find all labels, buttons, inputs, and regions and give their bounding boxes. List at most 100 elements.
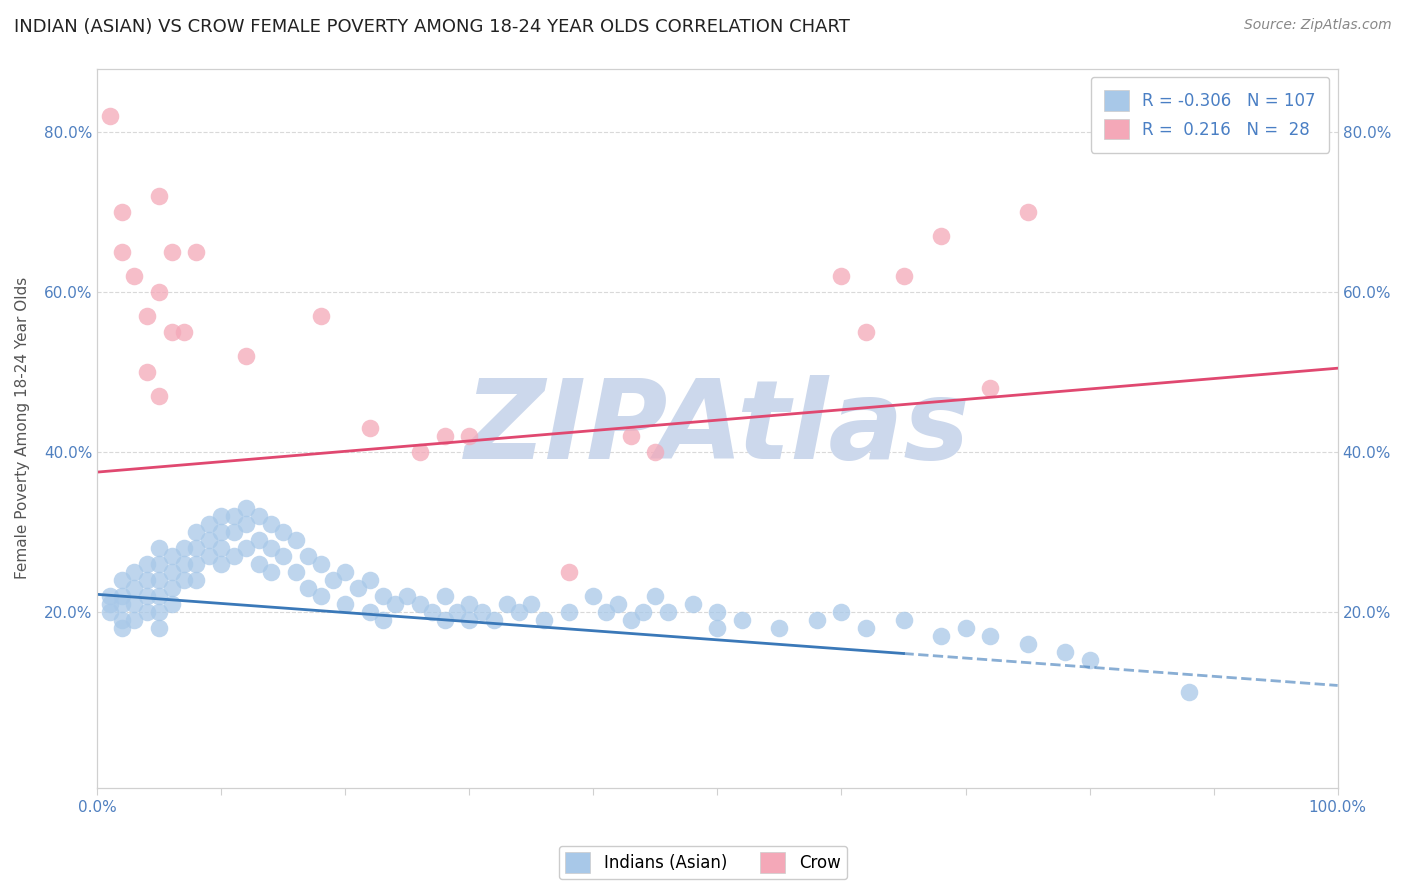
Point (396, 589, 419, 603)
Point (160, 325, 183, 339)
Point (706, 605, 728, 619)
Point (247, 557, 270, 571)
Point (384, 597, 406, 611)
Point (222, 509, 245, 524)
Point (644, 589, 666, 603)
Point (111, 573, 134, 587)
Point (198, 533, 221, 547)
Point (198, 516, 221, 531)
Point (955, 621, 977, 635)
Point (148, 189, 170, 203)
Point (284, 565, 307, 579)
Point (371, 613, 394, 627)
Point (458, 429, 481, 443)
Point (186, 245, 208, 260)
Point (322, 573, 344, 587)
Point (160, 549, 183, 563)
Point (235, 349, 257, 363)
Legend: Indians (Asian), Crow: Indians (Asian), Crow (558, 846, 848, 880)
Point (346, 581, 368, 595)
Point (148, 589, 170, 603)
Point (271, 524, 294, 539)
Point (607, 597, 630, 611)
Point (806, 613, 828, 627)
Point (135, 557, 157, 571)
Text: ZIPAtlas: ZIPAtlas (465, 375, 970, 482)
Point (98, 597, 121, 611)
Point (335, 597, 357, 611)
Point (458, 597, 481, 611)
Point (446, 605, 468, 619)
Y-axis label: Female Poverty Among 18-24 Year Olds: Female Poverty Among 18-24 Year Olds (15, 277, 30, 579)
Point (148, 541, 170, 555)
Point (111, 589, 134, 603)
Point (929, 629, 952, 643)
Point (98, 589, 121, 603)
Point (433, 613, 456, 627)
Point (124, 269, 146, 284)
Point (124, 581, 146, 595)
Point (271, 549, 294, 563)
Point (557, 565, 579, 579)
Point (173, 573, 195, 587)
Point (657, 605, 679, 619)
Point (335, 565, 357, 579)
Point (186, 541, 208, 555)
Point (198, 549, 221, 563)
Point (508, 605, 530, 619)
Point (830, 605, 852, 619)
Point (98, 110, 121, 124)
Point (297, 581, 319, 595)
Point (160, 581, 183, 595)
Point (768, 621, 790, 635)
Point (929, 229, 952, 244)
Point (260, 541, 283, 555)
Point (533, 613, 555, 627)
Point (297, 549, 319, 563)
Text: Source: ZipAtlas.com: Source: ZipAtlas.com (1244, 18, 1392, 32)
Point (731, 613, 754, 627)
Point (1053, 645, 1076, 659)
Text: INDIAN (ASIAN) VS CROW FEMALE POVERTY AMONG 18-24 YEAR OLDS CORRELATION CHART: INDIAN (ASIAN) VS CROW FEMALE POVERTY AM… (14, 18, 851, 36)
Point (247, 509, 270, 524)
Point (260, 516, 283, 531)
Point (830, 269, 852, 284)
Point (1017, 637, 1039, 651)
Point (359, 421, 381, 435)
Point (371, 589, 394, 603)
Point (222, 549, 245, 563)
Point (148, 557, 170, 571)
Point (186, 573, 208, 587)
Point (309, 310, 332, 324)
Point (520, 597, 543, 611)
Point (209, 557, 232, 571)
Point (409, 445, 432, 459)
Point (111, 205, 134, 219)
Point (235, 541, 257, 555)
Point (433, 429, 456, 443)
Point (135, 310, 157, 324)
Point (209, 541, 232, 555)
Point (124, 613, 146, 627)
Point (98, 605, 121, 619)
Point (173, 557, 195, 571)
Point (124, 565, 146, 579)
Point (309, 589, 332, 603)
Point (420, 605, 443, 619)
Point (148, 285, 170, 300)
Point (893, 269, 915, 284)
Point (148, 621, 170, 635)
Point (209, 509, 232, 524)
Point (135, 605, 157, 619)
Point (111, 597, 134, 611)
Point (284, 533, 307, 547)
Point (620, 613, 643, 627)
Point (111, 613, 134, 627)
Point (557, 605, 579, 619)
Point (631, 605, 654, 619)
Point (1017, 205, 1039, 219)
Point (309, 557, 332, 571)
Point (644, 445, 666, 459)
Point (111, 621, 134, 635)
Point (855, 621, 877, 635)
